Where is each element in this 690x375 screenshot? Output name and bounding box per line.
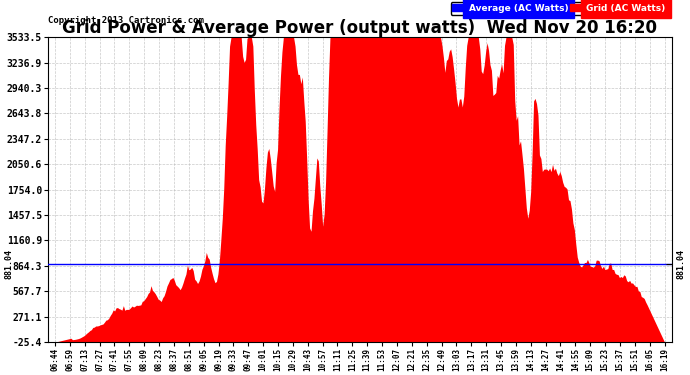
Legend: Average (AC Watts), Grid (AC Watts): Average (AC Watts), Grid (AC Watts) bbox=[451, 2, 667, 15]
Text: Copyright 2013 Cartronics.com: Copyright 2013 Cartronics.com bbox=[48, 16, 204, 25]
Title: Grid Power & Average Power (output watts)  Wed Nov 20 16:20: Grid Power & Average Power (output watts… bbox=[62, 19, 658, 37]
Text: 881.04: 881.04 bbox=[4, 249, 13, 279]
